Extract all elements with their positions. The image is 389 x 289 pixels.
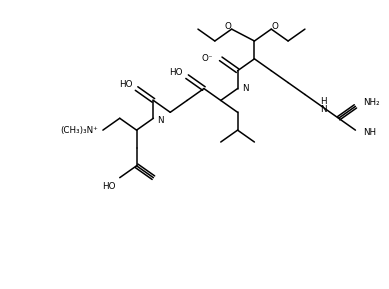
Text: N: N xyxy=(242,84,249,93)
Text: O: O xyxy=(224,22,231,31)
Text: HO: HO xyxy=(170,68,183,77)
Text: HO: HO xyxy=(119,80,133,89)
Text: O⁻: O⁻ xyxy=(202,54,213,63)
Text: HO: HO xyxy=(102,182,116,191)
Text: NH₂: NH₂ xyxy=(363,98,380,107)
Text: O: O xyxy=(272,22,279,31)
Text: N: N xyxy=(321,105,327,114)
Text: (CH₃)₃N⁺: (CH₃)₃N⁺ xyxy=(60,126,98,135)
Text: H: H xyxy=(321,97,327,106)
Text: NH: NH xyxy=(363,128,377,137)
Text: N: N xyxy=(158,116,164,125)
